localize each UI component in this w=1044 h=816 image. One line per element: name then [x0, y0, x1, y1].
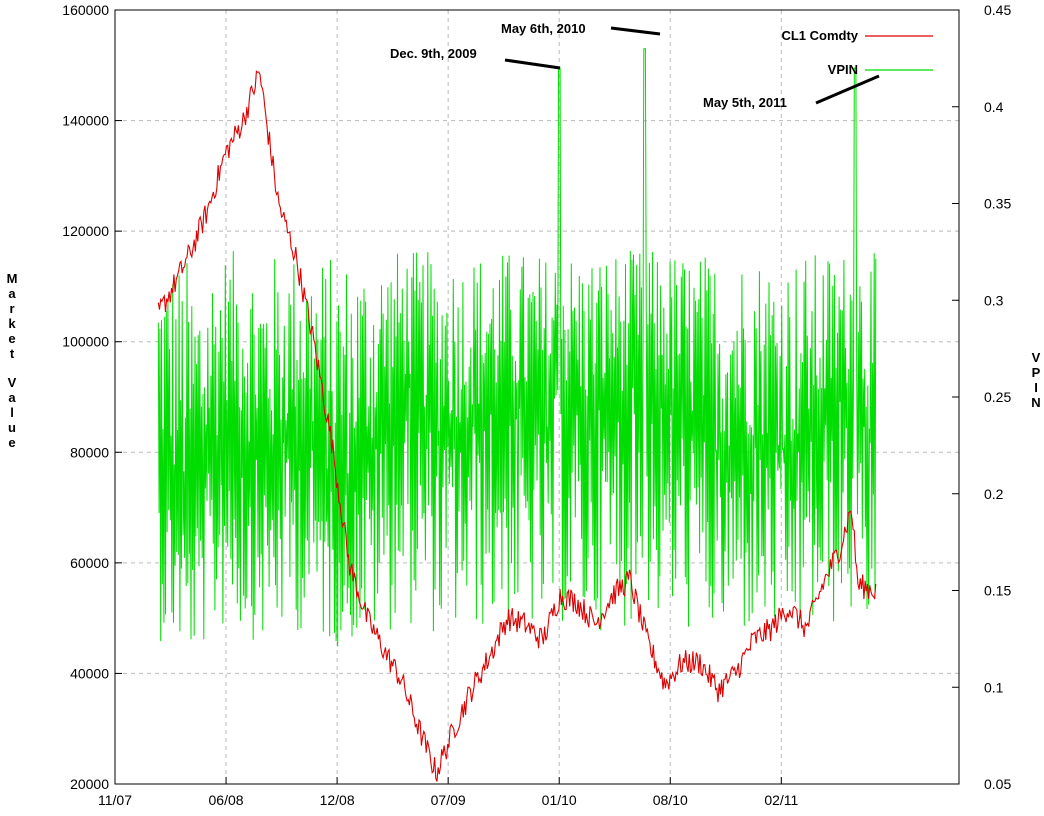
left-tick-label: 20000 — [70, 776, 109, 792]
right-tick-label: 0.4 — [984, 99, 1004, 115]
annotation-may-6-2010: May 6th, 2010 — [501, 21, 586, 36]
x-tick-label: 06/08 — [209, 792, 244, 808]
series-vpin-line — [157, 48, 877, 647]
x-tick-label: 02/11 — [764, 792, 798, 808]
y-axis-title-left-char-3: k — [8, 316, 16, 331]
right-tick-label: 0.1 — [984, 679, 1004, 695]
legend: CL1 Comdty VPIN — [781, 28, 933, 77]
annotation-pointer-may-5-2011 — [815, 74, 880, 105]
left-tick-label: 80000 — [70, 444, 109, 460]
y-axis-title-left-char-6: V — [8, 375, 17, 390]
annotations: May 6th, 2010 Dec. 9th, 2009 May 5th, 20… — [390, 21, 880, 110]
y-axis-title-right-char-0: V — [1032, 350, 1041, 365]
legend-label-vpin: VPIN — [828, 62, 858, 77]
y-axis-title-left-char-7: a — [8, 390, 16, 405]
left-tick-label: 100000 — [62, 334, 109, 350]
x-tick-label: 11/07 — [98, 792, 132, 808]
right-tick-label: 0.05 — [984, 776, 1011, 792]
right-tick-label: 0.25 — [984, 389, 1011, 405]
y-axis-title-right-char-2: I — [1034, 380, 1038, 395]
y-axis-title-left-char-1: a — [8, 286, 16, 301]
y-axis-title-right-char-1: P — [1032, 365, 1041, 380]
left-tick-label: 60000 — [70, 555, 109, 571]
left-tick-label: 120000 — [62, 223, 109, 239]
y-axis-title-left-char-0: M — [7, 271, 18, 286]
legend-label-cl1: CL1 Comdty — [781, 28, 858, 43]
y-axis-title-right-char-3: N — [1031, 395, 1040, 410]
y-axis-title-left-char-4: e — [8, 331, 15, 346]
x-tick-label: 12/08 — [320, 792, 355, 808]
series-layer — [157, 48, 877, 782]
right-tick-label: 0.15 — [984, 583, 1011, 599]
annotation-pointer-dec-9-2009 — [504, 58, 561, 70]
right-tick-label: 0.2 — [984, 486, 1004, 502]
y-axis-title-left-char-5: t — [10, 346, 15, 361]
y-axis-title-left-char-10: e — [8, 435, 15, 450]
x-axis-ticks: 11/07 06/08 12/08 07/09 01/10 08/10 02/11 — [98, 777, 799, 808]
x-tick-label: 07/09 — [431, 792, 466, 808]
x-tick-label: 08/10 — [653, 792, 688, 808]
series-cl1-comdty-line — [157, 70, 877, 782]
y-axis-title-left-char-2: r — [9, 301, 14, 316]
annotation-dec-9-2009: Dec. 9th, 2009 — [390, 46, 477, 61]
left-tick-label: 140000 — [62, 113, 109, 129]
annotation-may-5-2011: May 5th, 2011 — [703, 95, 787, 110]
right-tick-label: 0.3 — [984, 292, 1004, 308]
left-tick-label: 40000 — [70, 665, 109, 681]
right-axis-ticks: 0.05 0.1 0.15 0.2 0.25 0.3 0.35 0.4 0.45 — [952, 2, 1011, 792]
left-axis-ticks: 20000 40000 60000 80000 100000 120000 140000 16… — [62, 2, 122, 792]
annotation-pointer-may-6-2010 — [610, 26, 661, 36]
y-axis-title-left-char-9: u — [8, 420, 16, 435]
right-tick-label: 0.45 — [984, 2, 1011, 18]
x-tick-label: 01/10 — [542, 792, 577, 808]
y-axis-title-left-char-8: l — [10, 405, 14, 420]
right-tick-label: 0.35 — [984, 196, 1011, 212]
y-axis-title-right: VPIN — [1031, 350, 1040, 410]
left-tick-label: 160000 — [62, 2, 109, 18]
